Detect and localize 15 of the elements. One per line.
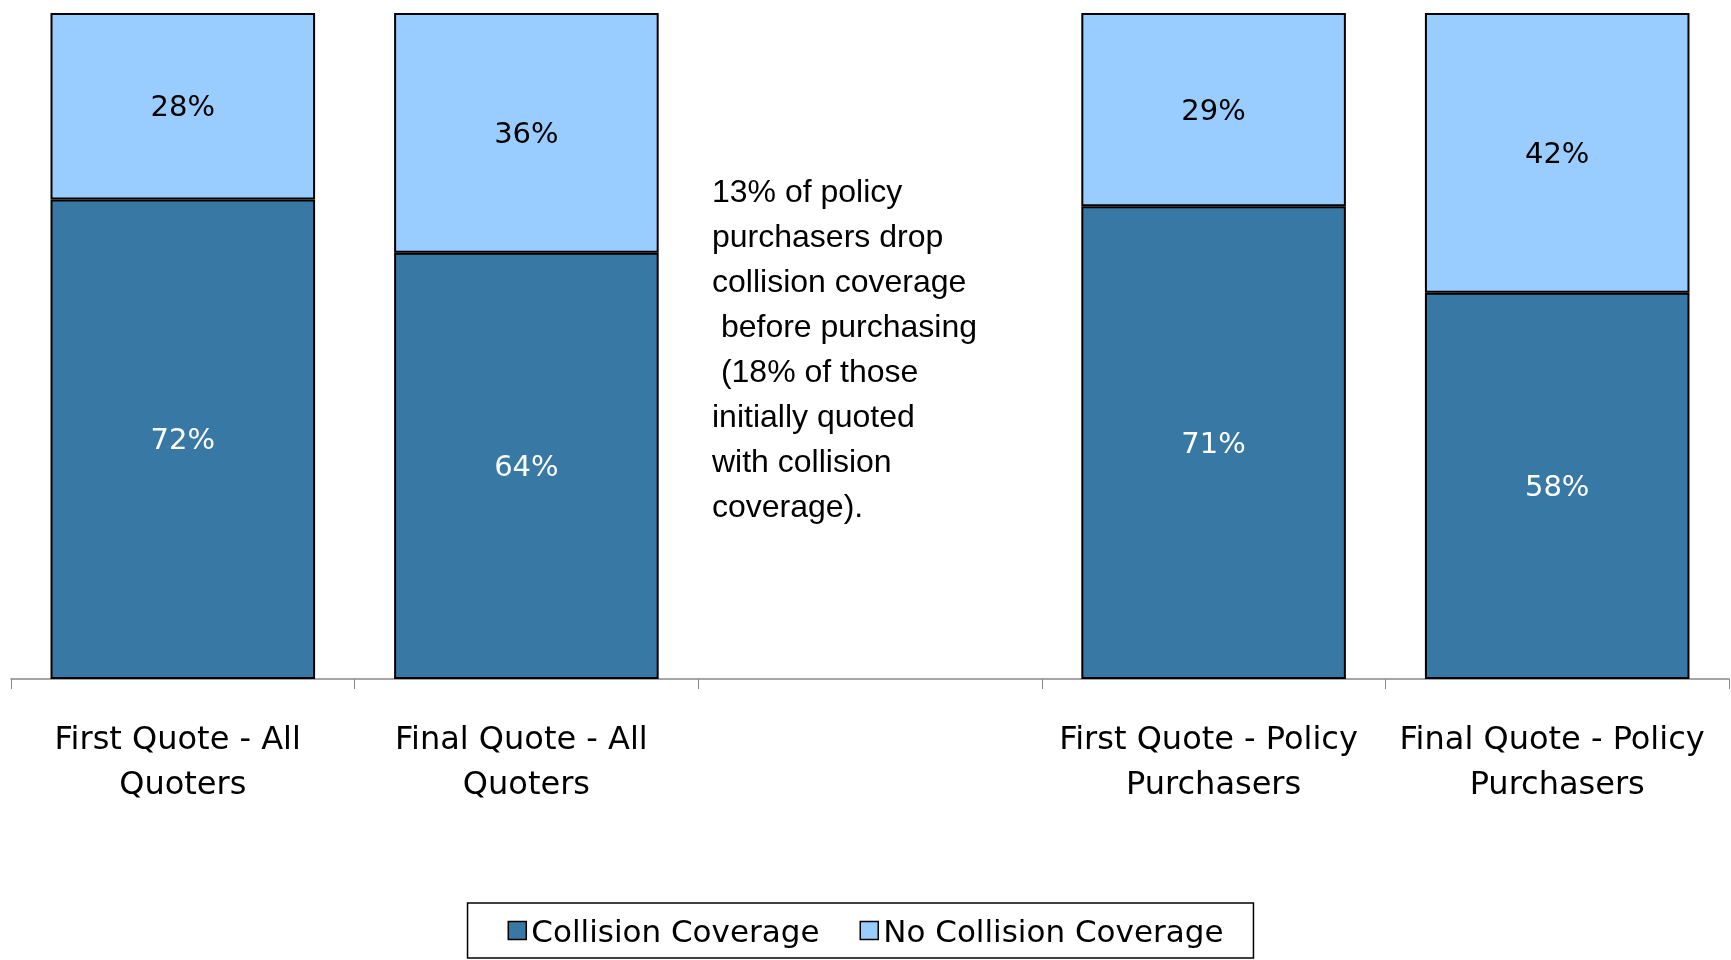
data-label: 71% [1181, 425, 1246, 460]
data-label: 64% [494, 448, 559, 483]
data-label: 72% [150, 422, 216, 457]
legend-label: No Collision Coverage [883, 912, 1224, 949]
x-tick-label: Final Quote - All Quoters [394, 718, 658, 802]
data-label: 58% [1524, 468, 1590, 503]
x-tick-label: Final Quote - Policy Purchasers [1399, 718, 1715, 802]
x-tick-label: First Quote - Policy Purchasers [1059, 718, 1369, 802]
data-label: 29% [1181, 92, 1246, 127]
legend-label: Collision Coverage [531, 912, 820, 949]
data-label: 36% [494, 115, 559, 150]
x-tick-label: First Quote - All Quoters [54, 718, 312, 802]
data-label: 28% [150, 89, 216, 124]
data-label: 42% [1524, 135, 1590, 170]
annotation: 13% of policy purchasers drop collision coverage before purchasing (18% of those initially quoted with collision coverage). [711, 172, 978, 524]
